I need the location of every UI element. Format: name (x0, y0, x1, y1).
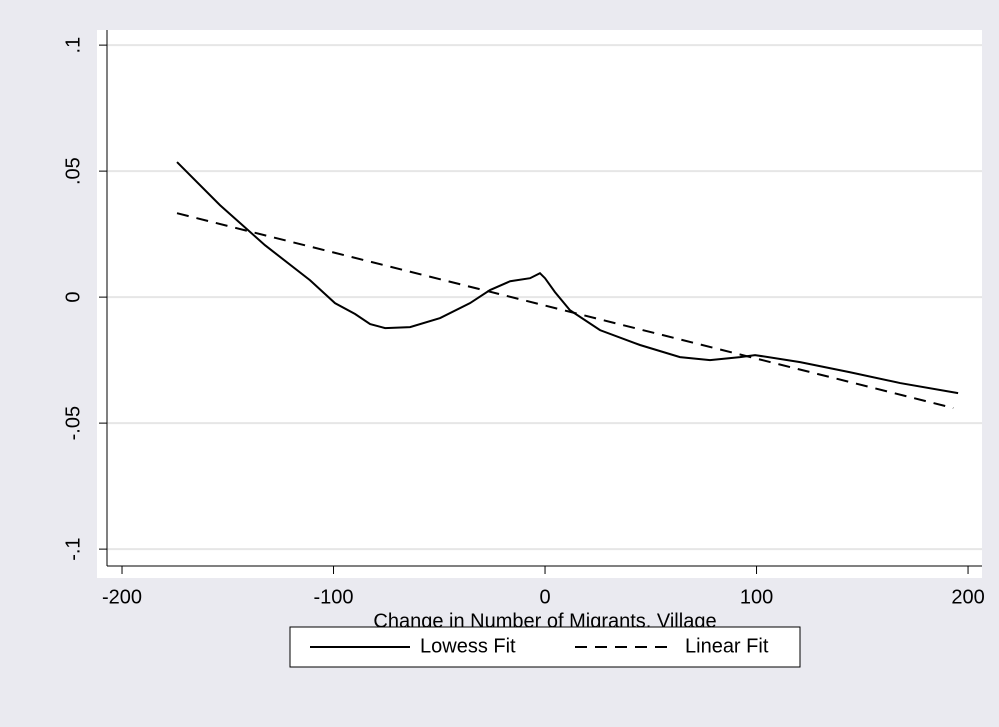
y-tick-label: .1 (62, 37, 84, 54)
x-tick-label: -100 (314, 586, 354, 608)
x-tick-label: 0 (539, 586, 550, 608)
y-tick-label: -.1 (62, 537, 84, 560)
x-tick-label: -200 (102, 586, 142, 608)
y-tick-label: -.05 (62, 406, 84, 440)
legend-label: Lowess Fit (420, 635, 516, 657)
plot-region (97, 30, 982, 578)
y-tick-label: 0 (62, 292, 84, 303)
x-tick-label: 100 (740, 586, 773, 608)
legend-label: Linear Fit (685, 635, 769, 657)
series-line (176, 212, 954, 409)
x-tick-label: 200 (951, 586, 984, 608)
y-tick-label: .05 (62, 157, 84, 185)
